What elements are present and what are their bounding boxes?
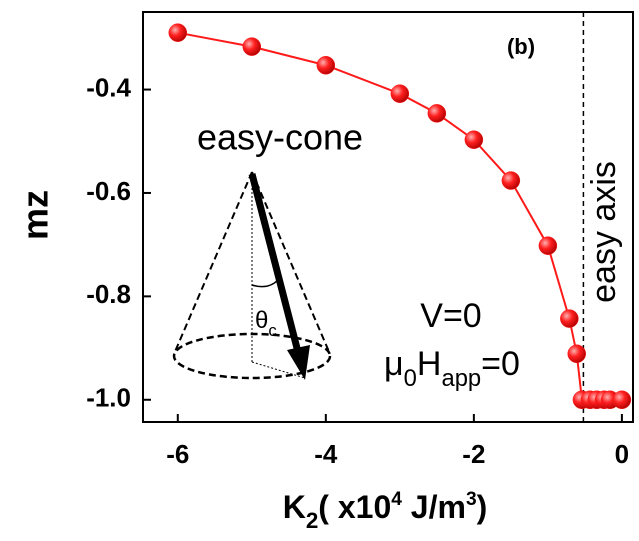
annotation: θc [255,307,277,340]
text-part: J/m [402,489,466,525]
x-tick-label: -4 [314,439,338,469]
text-part: ( x10 [318,489,391,525]
marker [560,309,579,328]
x-tick-label: 0 [615,439,629,469]
annotation: μ0Happ=0 [384,345,520,392]
text-part: H [417,345,442,383]
marker [427,104,447,123]
marker [168,23,188,42]
y-tick-label: -0.8 [86,279,131,309]
text-part: app [441,365,481,392]
text-part: ) [477,489,488,525]
text-part: 4 [391,489,402,510]
marker [538,236,558,255]
y-tick-label: -0.4 [86,72,131,102]
x-tick-label: -2 [462,439,485,469]
annotation: easy axis [585,161,623,303]
text-part: K [283,489,306,525]
y-tick-label: -1.0 [86,383,131,413]
text-part: 0 [404,365,417,392]
text-part: θ [255,307,268,334]
text-part: μ [384,345,404,383]
annotation: easy-cone [197,117,363,158]
marker [567,344,586,364]
text-part: 2 [306,508,318,533]
marker [242,37,262,56]
text-part: c [268,321,276,340]
x-axis-label: K2( x104 J/m3) [283,489,488,534]
text-part: 3 [466,489,477,510]
marker [464,130,484,149]
marker [390,84,410,103]
y-axis-label: mz [15,190,56,240]
text-part: =0 [481,345,520,383]
cone-sketch [172,171,332,380]
marker [316,56,336,75]
y-tick-label: -0.6 [86,176,131,206]
plot-frame [142,11,634,423]
marker [612,390,632,410]
panel-label: (b) [507,34,535,59]
annotation: V=0 [420,297,481,335]
x-tick-label: -6 [166,439,189,469]
marker [501,171,521,190]
